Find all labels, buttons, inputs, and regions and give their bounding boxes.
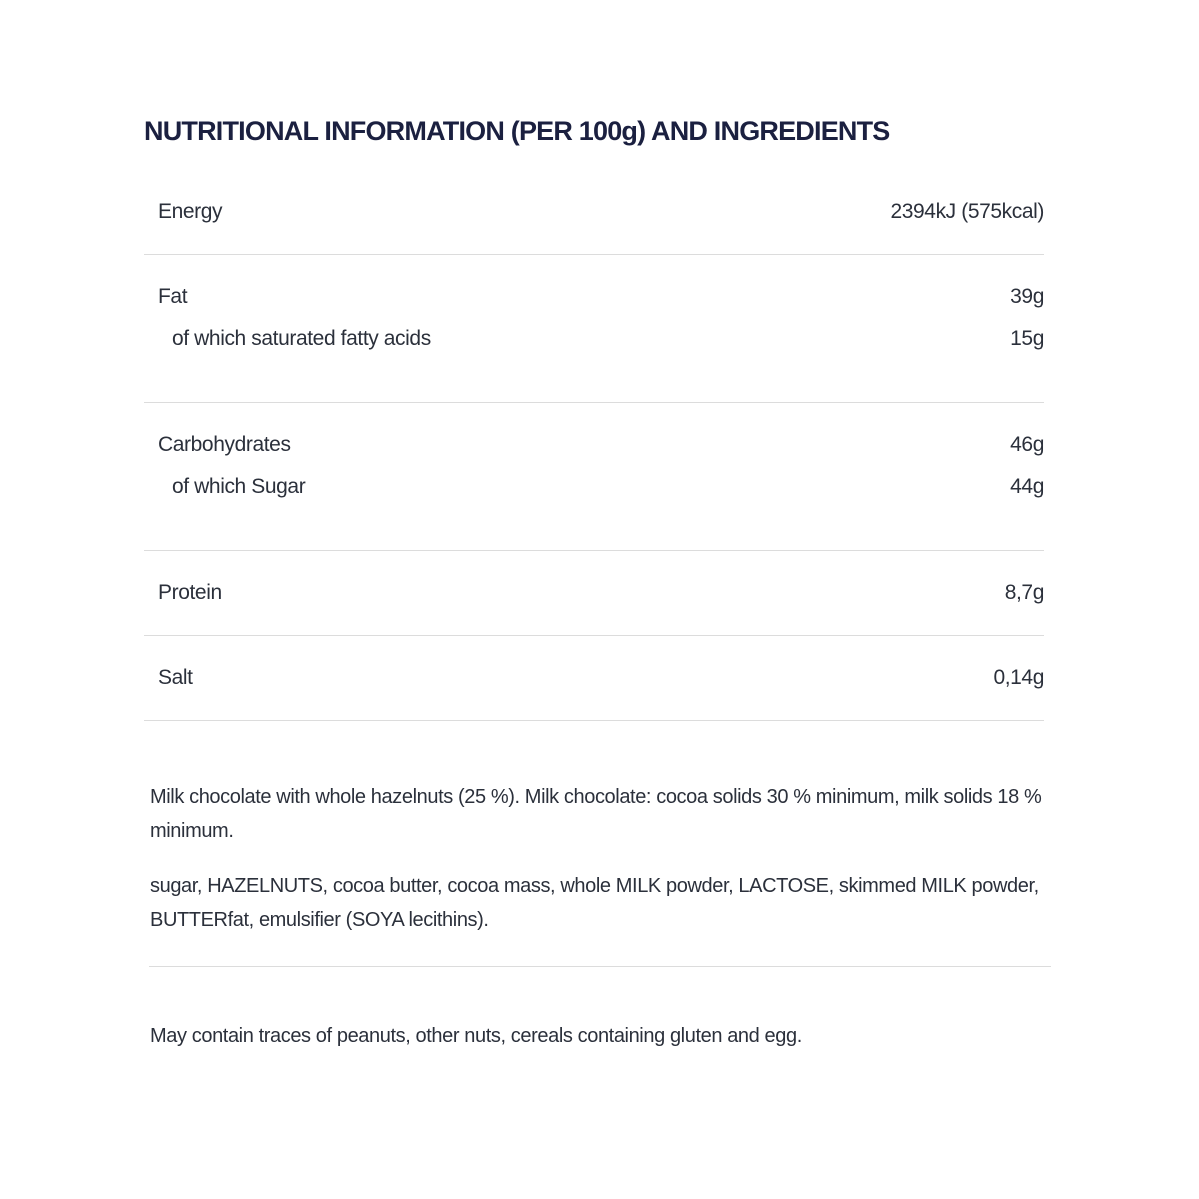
nutrient-value: 15g: [1010, 327, 1044, 350]
energy-group: Energy 2394kJ (575kcal): [144, 170, 1044, 255]
nutrition-row: of which Sugar 44g: [144, 466, 1044, 508]
product-description: Milk chocolate with whole hazelnuts (25 …: [150, 786, 1042, 842]
nutrient-value: 39g: [1010, 285, 1044, 308]
nutrient-value: 44g: [1010, 475, 1044, 498]
nutrient-label: of which Sugar: [172, 475, 306, 498]
divider: [149, 966, 1051, 967]
nutrient-label: Carbohydrates: [158, 433, 291, 456]
nutrient-value: 0,14g: [993, 666, 1044, 689]
nutrient-value: 2394kJ (575kcal): [890, 200, 1044, 223]
protein-group: Protein 8,7g: [144, 551, 1044, 636]
nutrition-row: Protein 8,7g: [144, 551, 1044, 635]
allergen-warning: May contain traces of peanuts, other nut…: [150, 1025, 802, 1047]
ingredients-list: sugar, HAZELNUTS, cocoa butter, cocoa ma…: [150, 875, 1039, 931]
carbohydrates-group: Carbohydrates 46g of which Sugar 44g: [144, 424, 1044, 551]
nutrient-label: Salt: [158, 666, 193, 689]
salt-group: Salt 0,14g: [144, 636, 1044, 721]
nutrient-label: Fat: [158, 285, 188, 308]
nutrient-label: Protein: [158, 581, 222, 604]
nutrition-row: Carbohydrates 46g: [144, 424, 1044, 466]
nutrition-row: of which saturated fatty acids 15g: [144, 318, 1044, 360]
nutrient-label: Energy: [158, 200, 223, 223]
page-title: NUTRITIONAL INFORMATION (PER 100g) AND I…: [144, 116, 890, 146]
nutrient-value: 8,7g: [1004, 581, 1045, 604]
nutrition-row: Fat 39g: [144, 276, 1044, 318]
nutrient-value: 46g: [1010, 433, 1044, 456]
nutrition-row: Salt 0,14g: [144, 636, 1044, 720]
nutrition-table: Energy 2394kJ (575kcal) Fat 39g of which s…: [144, 170, 1044, 721]
fat-group: Fat 39g of which saturated fatty acids 15g: [144, 276, 1044, 403]
nutrient-label: of which saturated fatty acids: [172, 327, 431, 350]
nutrition-row: Energy 2394kJ (575kcal): [144, 170, 1044, 254]
